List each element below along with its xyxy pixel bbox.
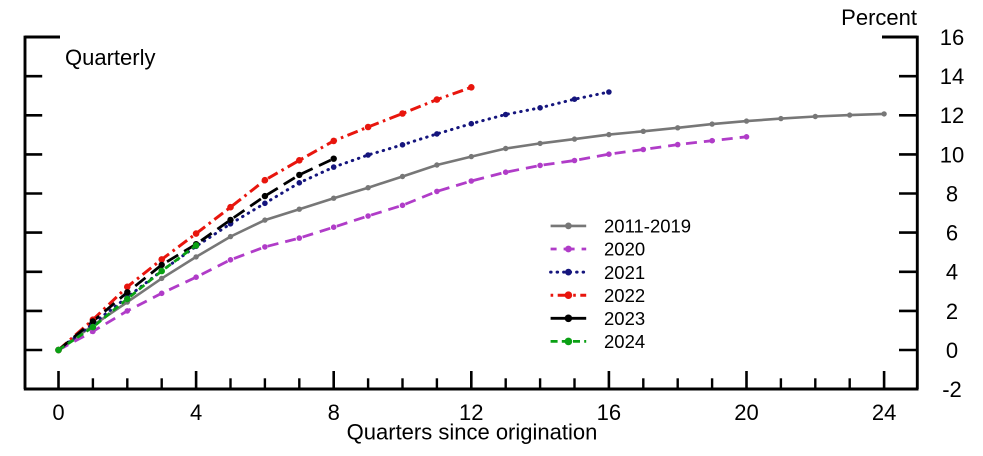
svg-text:16: 16 (940, 25, 964, 50)
svg-text:14: 14 (940, 64, 964, 89)
svg-text:8: 8 (946, 181, 958, 206)
svg-text:2020: 2020 (604, 239, 645, 260)
svg-text:4: 4 (946, 260, 958, 285)
svg-text:0: 0 (52, 400, 64, 425)
svg-text:2011-2019: 2011-2019 (604, 216, 691, 237)
svg-text:24: 24 (872, 400, 896, 425)
svg-text:-2: -2 (942, 377, 962, 402)
svg-text:Quarters since origination: Quarters since origination (347, 420, 598, 445)
svg-text:2023: 2023 (604, 308, 645, 329)
svg-text:10: 10 (940, 142, 964, 167)
svg-text:8: 8 (328, 400, 340, 425)
svg-text:2: 2 (946, 299, 958, 324)
svg-text:6: 6 (946, 221, 958, 246)
svg-text:12: 12 (940, 103, 964, 128)
svg-text:0: 0 (946, 338, 958, 363)
svg-text:12: 12 (459, 400, 483, 425)
svg-text:Quarterly: Quarterly (65, 45, 155, 70)
svg-text:2022: 2022 (604, 285, 645, 306)
svg-text:2021: 2021 (604, 262, 645, 283)
svg-text:20: 20 (734, 400, 758, 425)
svg-text:2024: 2024 (604, 331, 645, 352)
svg-text:4: 4 (190, 400, 202, 425)
svg-text:Percent: Percent (841, 5, 917, 30)
svg-text:16: 16 (597, 400, 621, 425)
